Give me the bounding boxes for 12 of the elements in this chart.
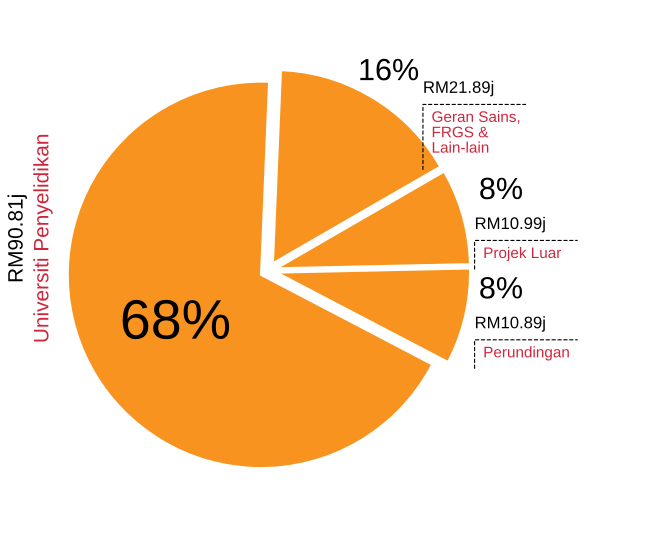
slice-label: Projek Luar xyxy=(484,246,562,262)
data-label: 16% xyxy=(360,58,418,80)
data-label: 68% xyxy=(122,300,230,340)
text: RM10.99j xyxy=(476,216,545,232)
text: RM10.89j xyxy=(476,316,545,332)
data-label: 8% xyxy=(480,276,522,299)
text: RM90.81j xyxy=(7,195,27,282)
slice-label: Perundingan xyxy=(484,346,569,360)
data-label: 8% xyxy=(480,178,522,200)
slice-label: Universiti Penyelidikan xyxy=(33,134,53,342)
slice-label: Geran Sains, FRGS & Lain-lain xyxy=(432,110,520,153)
text: RM21.89j xyxy=(424,80,494,96)
